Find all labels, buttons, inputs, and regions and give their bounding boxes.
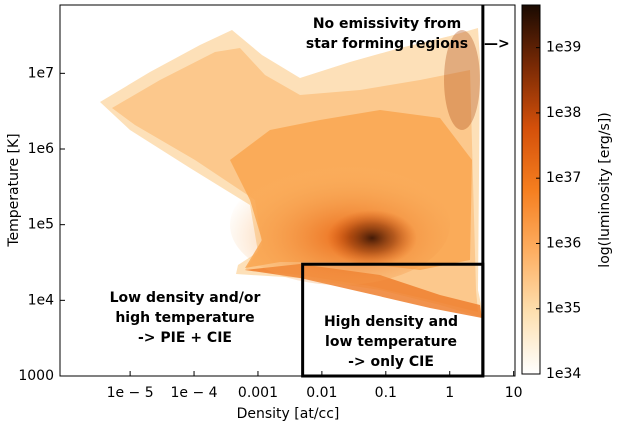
colorbar-tick-label: 1e37 [546,170,581,186]
annotation: Low density and/or [110,290,261,306]
annotation: No emissivity from [313,16,461,32]
x-tick-label: 0.01 [306,385,337,401]
annotation: high temperature [115,310,254,326]
colorbar-tick-label: 1e35 [546,301,581,317]
colorbar [521,4,541,375]
colorbar-tick-label: 1e34 [546,366,581,382]
x-tick-label: 0.001 [238,385,278,401]
cie-region [301,262,485,378]
annotation: High density and [324,314,458,330]
y-tick-label: 1e6 [28,141,55,157]
x-tick-label: 1 [445,385,454,401]
plot-frame [59,4,516,377]
y-tick-label: 1e7 [28,65,54,81]
cloud-core [327,210,417,266]
colorbar-tick-label: 1e38 [546,105,581,121]
x-tick-label: 1e − 5 [107,385,154,401]
y-tick-label: 1000 [18,368,54,384]
colorbar-tick-label: 1e36 [546,235,581,251]
y-tick-label: 1e5 [28,217,54,233]
colorbar-label: log(luminosity [erg/s]) [597,112,613,267]
y-tick-label: 1e4 [28,292,55,308]
x-axis-label: Density [at/cc] [237,406,340,422]
x-tick-label: 1e − 4 [171,385,218,401]
annotation-arrow: —> [484,36,510,52]
density-cloud [100,28,484,318]
annotation: -> PIE + CIE [138,330,232,346]
cloud-top [444,30,480,130]
annotation: -> only CIE [348,354,434,370]
annotation: low temperature [325,334,457,350]
x-tick-label: 10 [505,385,523,401]
y-axis-label: Temperature [K] [6,133,22,247]
x-tick-label: 0.1 [375,385,397,401]
colorbar-tick-label: 1e39 [546,40,581,56]
annotation: star forming regions [306,36,468,52]
